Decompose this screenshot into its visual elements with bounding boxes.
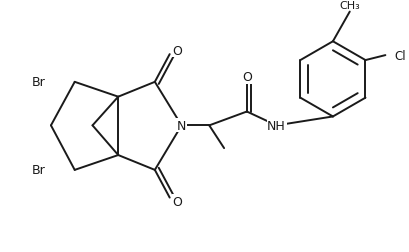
Text: CH₃: CH₃ bbox=[339, 1, 360, 11]
Text: N: N bbox=[177, 119, 186, 132]
Text: Cl: Cl bbox=[394, 49, 406, 62]
Text: Br: Br bbox=[31, 164, 45, 177]
Text: Br: Br bbox=[31, 76, 45, 89]
Text: O: O bbox=[173, 45, 182, 57]
Text: O: O bbox=[173, 195, 182, 208]
Text: NH: NH bbox=[267, 119, 286, 132]
Text: O: O bbox=[242, 71, 252, 84]
